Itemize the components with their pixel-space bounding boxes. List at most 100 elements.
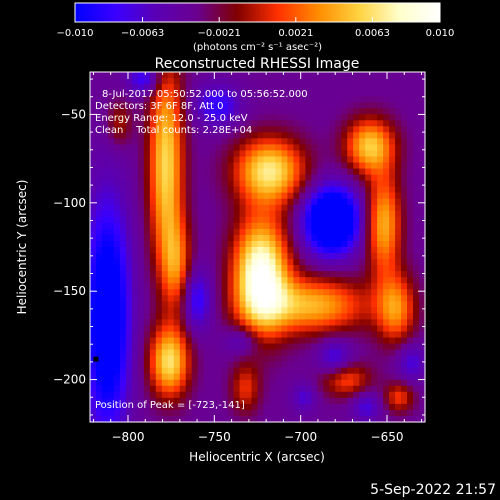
heatmap-cell xyxy=(179,144,187,152)
heatmap-cell xyxy=(155,234,163,242)
heatmap-cell xyxy=(173,162,181,170)
heatmap-cell xyxy=(407,228,414,236)
heatmap-cell xyxy=(341,355,348,363)
heatmap-cell xyxy=(239,409,247,417)
heatmap-cell xyxy=(407,120,414,127)
heatmap-cell xyxy=(161,301,169,308)
heatmap-cell xyxy=(245,198,253,206)
heatmap-cell xyxy=(245,138,253,146)
heatmap-cell xyxy=(377,337,384,345)
heatmap-cell xyxy=(305,289,312,296)
heatmap-cell xyxy=(101,301,109,308)
heatmap-cell xyxy=(359,289,366,296)
heatmap-cell xyxy=(167,373,175,381)
heatmap-cell xyxy=(323,397,330,405)
heatmap-cell xyxy=(161,72,169,79)
heatmap-cell xyxy=(251,265,259,272)
heatmap-cell xyxy=(341,379,348,387)
heatmap-cell xyxy=(245,240,253,248)
heatmap-cell xyxy=(353,355,360,363)
heatmap-cell xyxy=(101,234,109,242)
heatmap-cell xyxy=(317,234,324,242)
heatmap-cell xyxy=(197,150,205,158)
heatmap-cell xyxy=(161,307,169,314)
heatmap-cell xyxy=(173,313,181,321)
heatmap-cell xyxy=(95,204,103,212)
heatmap-cell xyxy=(311,192,318,200)
heatmap-cell xyxy=(335,228,342,236)
heatmap-cell xyxy=(179,234,187,242)
heatmap-cell xyxy=(203,138,211,146)
heatmap-cell xyxy=(251,367,259,375)
heatmap-cell xyxy=(209,247,217,254)
heatmap-cell xyxy=(419,162,426,170)
heatmap-cell xyxy=(203,325,211,333)
heatmap-cell xyxy=(90,180,97,188)
heatmap-cell xyxy=(179,240,187,248)
heatmap-cell xyxy=(359,277,366,284)
heatmap-cell xyxy=(323,403,330,411)
heatmap-cell xyxy=(239,84,247,91)
heatmap-cell xyxy=(221,271,229,278)
heatmap-cell xyxy=(197,343,205,351)
heatmap-cell xyxy=(245,126,253,133)
heatmap-cell xyxy=(371,222,378,230)
heatmap-cell xyxy=(413,120,420,127)
heatmap-cell xyxy=(311,325,318,333)
heatmap-cell xyxy=(167,319,175,327)
heatmap-cell xyxy=(239,301,247,308)
heatmap-cell xyxy=(341,295,348,302)
heatmap-cell xyxy=(359,120,366,127)
heatmap-cell xyxy=(419,331,426,339)
heatmap-cell xyxy=(293,156,300,164)
heatmap-cell xyxy=(407,72,414,79)
heatmap-cell xyxy=(281,132,289,139)
heatmap-cell xyxy=(383,90,390,97)
heatmap-cell xyxy=(113,150,121,158)
heatmap-cell xyxy=(347,114,354,121)
heatmap-cell xyxy=(407,126,414,133)
heatmap-cell xyxy=(383,234,390,242)
heatmap-cell xyxy=(377,168,384,176)
heatmap-cell xyxy=(149,391,157,399)
heatmap-cell xyxy=(281,168,289,176)
heatmap-cell xyxy=(317,90,324,97)
heatmap-cell xyxy=(407,150,414,158)
heatmap-cell xyxy=(209,108,217,115)
heatmap-cell xyxy=(251,168,259,176)
heatmap-cell xyxy=(101,331,109,339)
heatmap-cell xyxy=(353,138,360,146)
heatmap-cell xyxy=(293,216,300,224)
heatmap-cell xyxy=(197,373,205,381)
heatmap-cell xyxy=(179,361,187,369)
heatmap-cell xyxy=(311,228,318,236)
heatmap-cell xyxy=(359,150,366,158)
heatmap-cell xyxy=(90,325,97,333)
heatmap-cell xyxy=(215,319,223,327)
heatmap-cell xyxy=(149,253,157,260)
heatmap-cell xyxy=(143,102,151,109)
heatmap-cell xyxy=(161,319,169,327)
heatmap-cell xyxy=(155,373,163,381)
heatmap-cell xyxy=(389,271,396,278)
heatmap-cell xyxy=(239,331,247,339)
heatmap-cell xyxy=(263,313,271,321)
heatmap-cell xyxy=(167,385,175,393)
heatmap-cell xyxy=(251,234,259,242)
heatmap-cell xyxy=(143,234,151,242)
heatmap-cell xyxy=(305,373,312,381)
heatmap-cell xyxy=(107,126,115,133)
heatmap-cell xyxy=(185,156,193,164)
heatmap-cell xyxy=(173,253,181,260)
heatmap-cell xyxy=(371,168,378,176)
heatmap-cell xyxy=(251,156,259,164)
heatmap-cell xyxy=(191,90,199,97)
heatmap-cell xyxy=(95,234,103,242)
heatmap-cell xyxy=(155,271,163,278)
heatmap-cell xyxy=(137,204,145,212)
heatmap-cell xyxy=(287,198,294,206)
heatmap-cell xyxy=(413,72,420,79)
heatmap-cell xyxy=(245,367,253,375)
heatmap-cell xyxy=(371,216,378,224)
heatmap-cell xyxy=(293,313,300,321)
